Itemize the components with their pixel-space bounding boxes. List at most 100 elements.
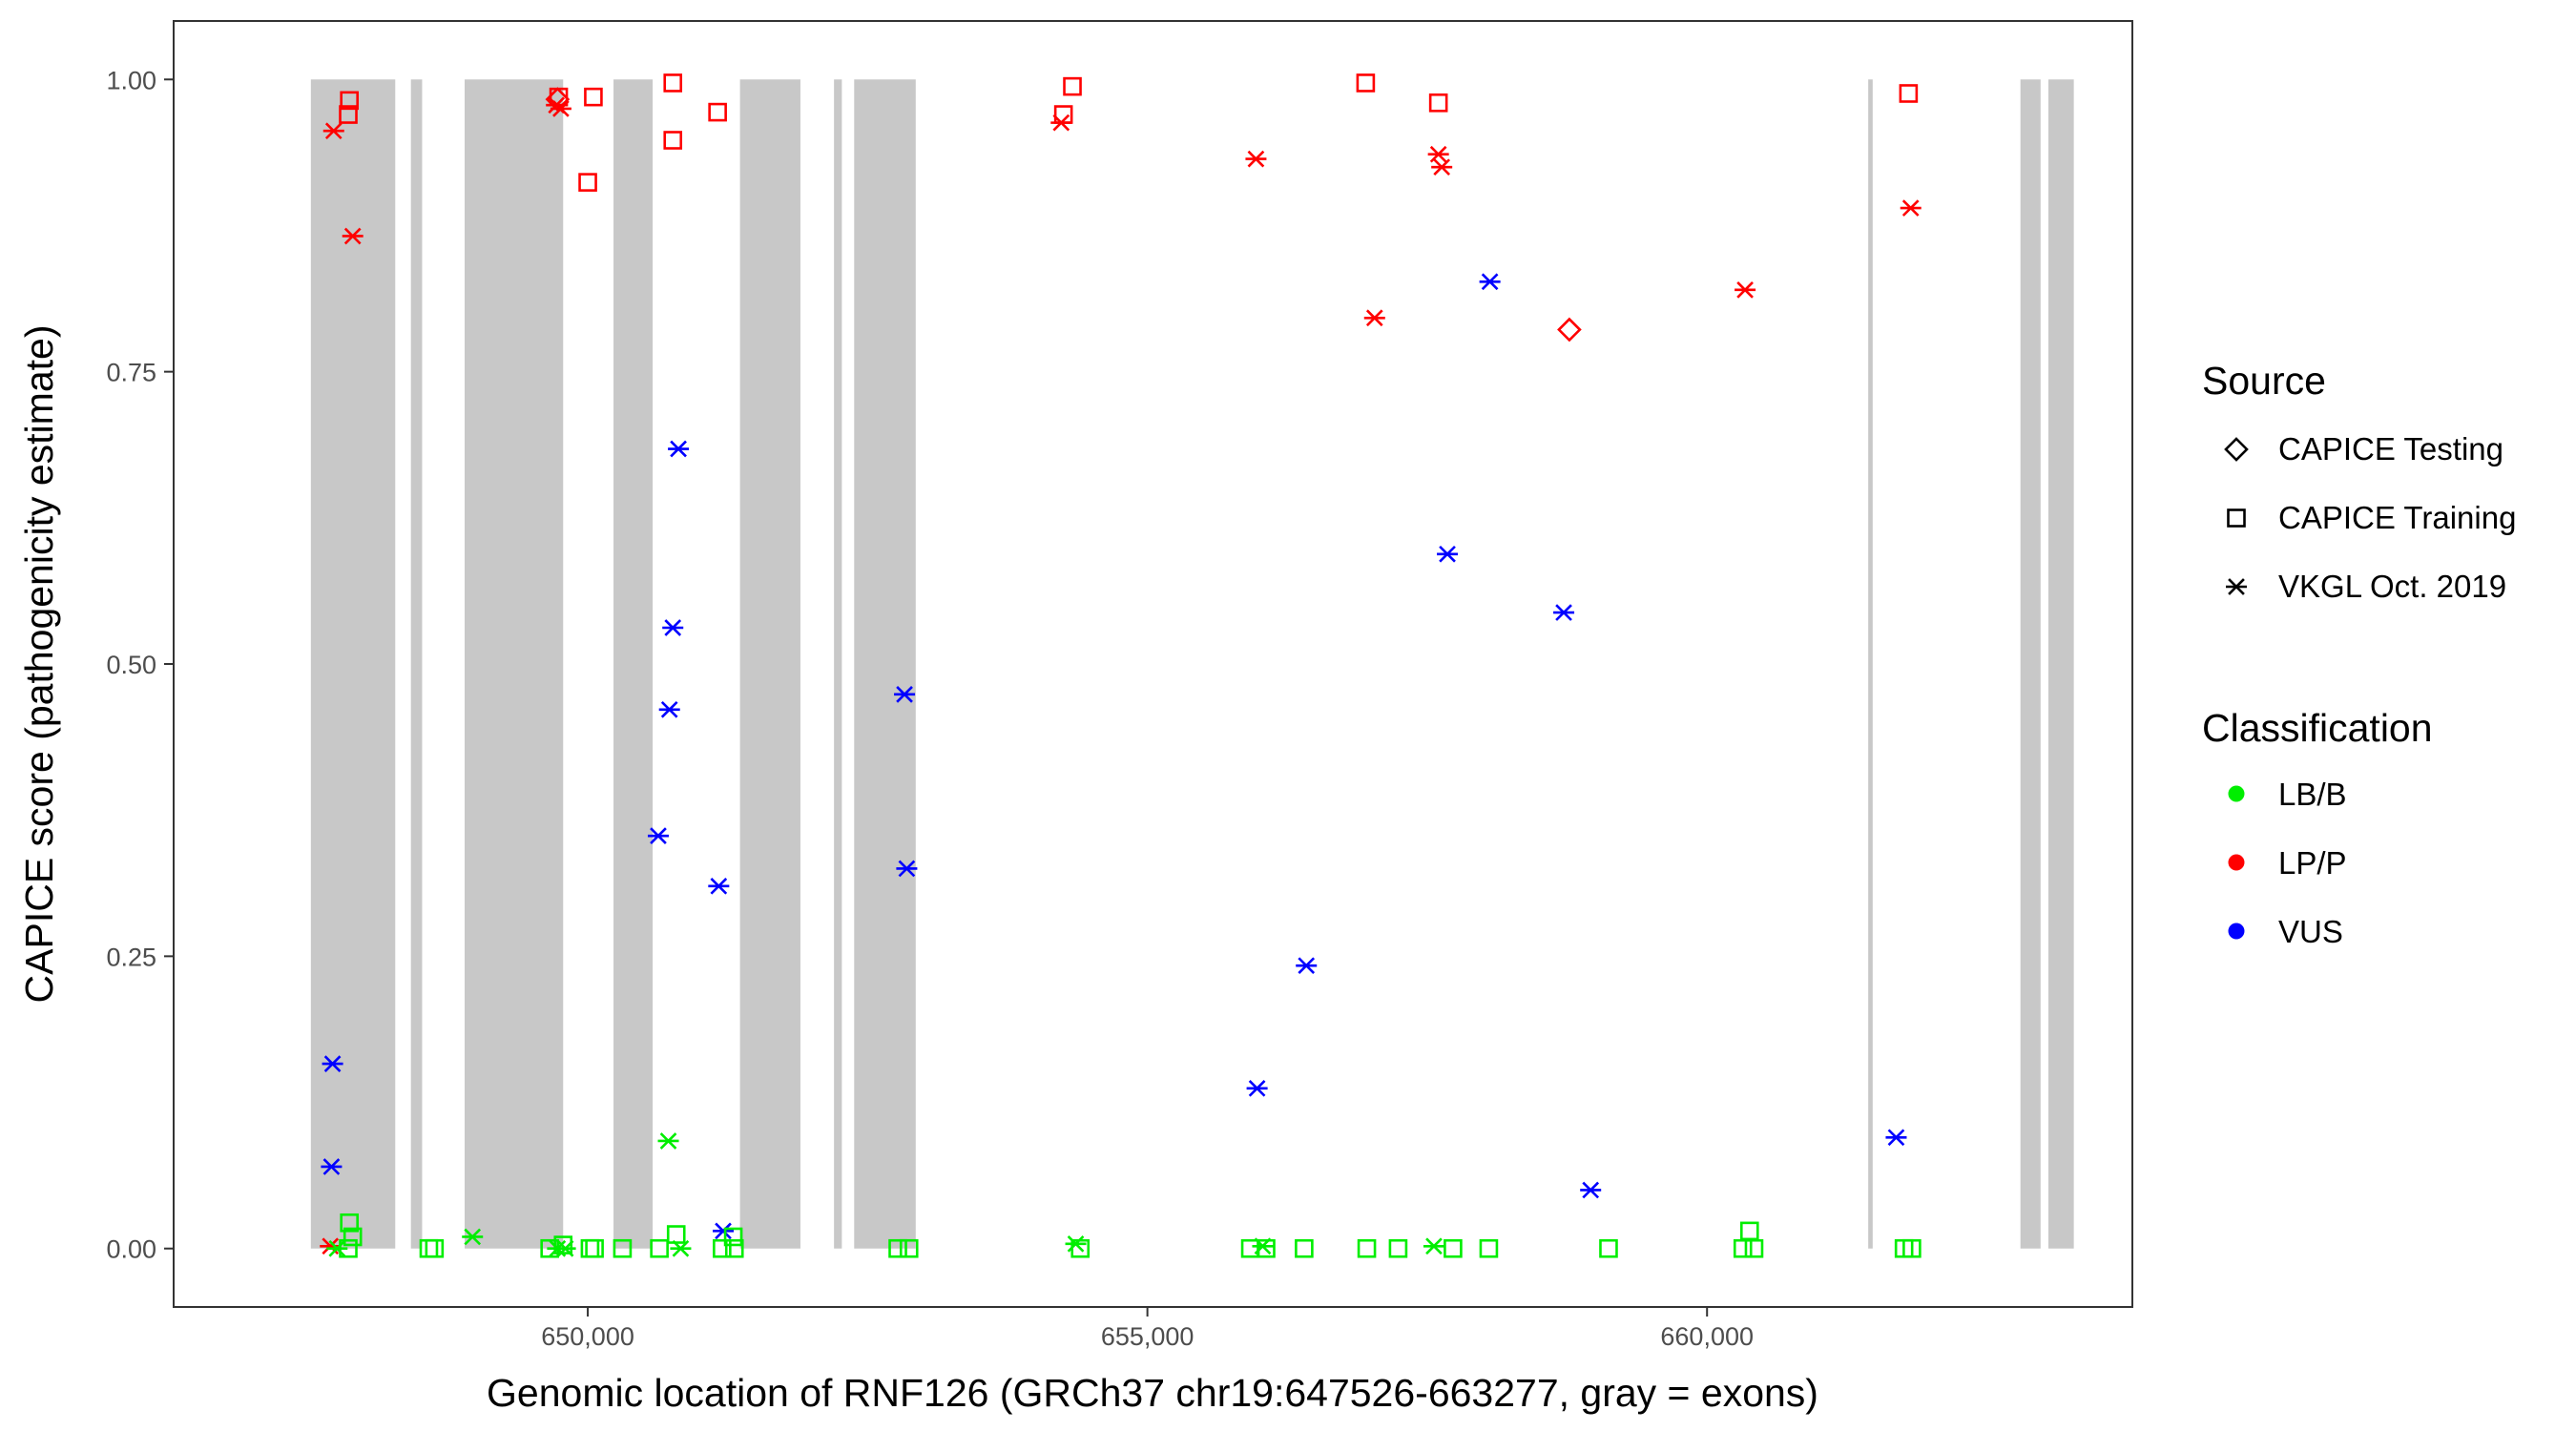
- point-layer: [320, 73, 1922, 1258]
- data-point: [339, 105, 358, 124]
- y-tick-label: 0.50: [106, 651, 156, 679]
- y-tick-label: 0.00: [106, 1235, 156, 1264]
- data-point: [1744, 1238, 1764, 1258]
- data-point: [896, 860, 918, 878]
- data-point: [1252, 1237, 1274, 1255]
- data-point: [1599, 1238, 1618, 1258]
- asterisk-key-icon: [2226, 578, 2247, 595]
- data-point: [1479, 273, 1501, 291]
- data-point: [419, 1238, 439, 1258]
- exon-bar: [2020, 79, 2041, 1249]
- legend-source: Source CAPICE Testing CAPICE Training VK…: [2202, 359, 2516, 604]
- data-point: [1065, 1234, 1087, 1253]
- data-point: [666, 1225, 686, 1244]
- data-point: [1902, 1238, 1922, 1258]
- asterisk-symbol: [2226, 578, 2247, 595]
- data-point: [326, 1239, 348, 1257]
- data-point: [554, 1239, 576, 1257]
- data-point: [1557, 317, 1582, 342]
- x-tick-label: 650,000: [541, 1322, 634, 1351]
- y-tick-label: 0.75: [106, 359, 156, 387]
- data-point: [1899, 84, 1919, 103]
- data-point: [343, 1227, 363, 1247]
- data-point: [1739, 1221, 1759, 1241]
- data-point: [899, 1238, 919, 1258]
- data-point: [662, 619, 684, 636]
- data-point: [340, 1213, 359, 1233]
- legend-classification-item-lbb: LB/B: [2228, 777, 2347, 812]
- data-point: [658, 700, 680, 718]
- y-tick-label: 0.25: [106, 943, 156, 971]
- data-point: [1295, 1238, 1314, 1258]
- data-point: [425, 1238, 445, 1258]
- data-point: [584, 87, 603, 107]
- y-tick-label: 1.00: [106, 66, 156, 94]
- red-dot-icon: [2228, 854, 2245, 871]
- data-point: [322, 122, 344, 140]
- data-point: [663, 131, 683, 150]
- data-point: [713, 1222, 735, 1240]
- data-point: [650, 1238, 669, 1258]
- exon-bar: [310, 79, 396, 1249]
- data-point: [663, 73, 683, 93]
- legend-source-label-vkgl: VKGL Oct. 2019: [2278, 569, 2506, 604]
- data-point: [462, 1228, 484, 1246]
- data-point: [342, 227, 364, 245]
- data-point: [1427, 145, 1449, 163]
- data-point: [322, 1055, 343, 1072]
- green-dot-icon: [2228, 785, 2245, 802]
- data-point: [724, 1238, 744, 1258]
- data-point: [1885, 1129, 1907, 1147]
- exon-bar: [410, 79, 423, 1249]
- legend-classification-item-vus: VUS: [2228, 914, 2343, 949]
- data-point: [1063, 76, 1082, 96]
- exon-bar: [834, 79, 842, 1249]
- blue-dot-icon: [2228, 923, 2245, 940]
- data-point: [1479, 1238, 1499, 1258]
- exon-bar: [739, 79, 800, 1249]
- data-point: [1437, 545, 1459, 563]
- exon-bar: [854, 79, 916, 1249]
- exon-bar: [2048, 79, 2074, 1249]
- data-point: [1050, 114, 1072, 132]
- data-point: [578, 173, 597, 192]
- exon-layer: [310, 79, 2074, 1249]
- data-point: [657, 1132, 679, 1150]
- legend-source-title: Source: [2202, 359, 2326, 403]
- data-point: [894, 686, 916, 703]
- legend-source-item-vkgl: VKGL Oct. 2019: [2226, 569, 2506, 604]
- y-axis-title: CAPICE score (pathogenicity estimate): [17, 325, 61, 1004]
- data-point: [1735, 281, 1756, 299]
- y-axis: 0.00 0.25 0.50 0.75 1.00: [106, 66, 174, 1264]
- legend-classification-item-lpp: LP/P: [2228, 845, 2347, 881]
- x-tick-label: 655,000: [1101, 1322, 1195, 1351]
- data-point: [545, 87, 571, 112]
- data-point: [1428, 93, 1448, 113]
- data-point: [670, 1239, 692, 1257]
- data-point: [1431, 158, 1453, 176]
- x-axis: 650,000 655,000 660,000: [541, 1307, 1754, 1351]
- data-point: [1363, 309, 1385, 327]
- data-point: [1357, 1238, 1377, 1258]
- data-point: [708, 877, 730, 895]
- diamond-symbol: [2224, 437, 2249, 462]
- data-point: [1257, 1238, 1276, 1258]
- data-point: [708, 102, 727, 122]
- data-point: [647, 827, 669, 844]
- data-point: [613, 1238, 633, 1258]
- data-point: [321, 1158, 343, 1175]
- data-point: [1423, 1237, 1444, 1255]
- data-point: [1296, 957, 1318, 975]
- data-point: [1580, 1181, 1602, 1199]
- data-point: [723, 1227, 743, 1247]
- data-point: [668, 440, 690, 458]
- square-symbol: [2227, 508, 2246, 528]
- data-point: [1245, 150, 1267, 168]
- data-point: [1553, 604, 1575, 621]
- legend-classification-label-lbb: LB/B: [2278, 777, 2347, 812]
- legend-source-label-training: CAPICE Training: [2278, 500, 2516, 535]
- data-point: [1246, 1080, 1268, 1097]
- x-tick-label: 660,000: [1660, 1322, 1754, 1351]
- data-point: [340, 91, 359, 111]
